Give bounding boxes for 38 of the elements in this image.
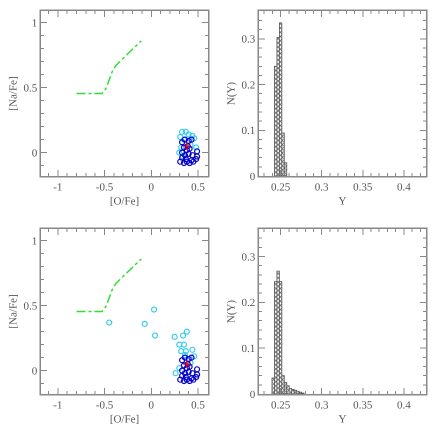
y-axis-title: [Na/Fe]: [7, 76, 20, 111]
y-tick-label: 0.3: [242, 34, 256, 46]
x-tick-label: 0.35: [353, 182, 373, 194]
x-tick-label: 0: [148, 182, 155, 194]
x-tick-label: 0.35: [353, 400, 373, 412]
y-tick-label: 0: [32, 147, 38, 160]
y-tick-label: 0.3: [242, 251, 256, 264]
x-tick-label: 0.3: [314, 400, 330, 412]
y-axis-title: N(Y): [225, 82, 238, 106]
y-tick-label: 0.5: [24, 82, 38, 94]
x-axis-title: [O/Fe]: [110, 414, 140, 426]
x-tick-label: -1: [53, 400, 62, 412]
x-axis-title: Y: [338, 414, 347, 426]
x-tick-label: 0.4: [396, 400, 412, 412]
y-tick-label: 0.1: [242, 343, 256, 356]
x-tick-label: 0.5: [191, 182, 206, 194]
y-tick-label: 0: [250, 388, 256, 401]
x-tick-label: 0.4: [396, 182, 412, 194]
x-tick-label: 0.25: [270, 182, 291, 194]
y-tick-label: 0: [250, 170, 256, 183]
y-tick-label: 0.1: [242, 125, 256, 138]
x-tick-label: -1: [53, 182, 62, 194]
x-axis-title: [O/Fe]: [110, 196, 140, 208]
y-tick-label: 0.5: [24, 300, 38, 312]
x-axis-title: Y: [338, 196, 347, 208]
x-tick-label: 0.5: [191, 400, 206, 412]
y-tick-label: 0.2: [242, 297, 256, 310]
y-axis-title: N(Y): [225, 300, 238, 324]
x-tick-label: 0.25: [270, 400, 291, 412]
y-axis-title: [Na/Fe]: [7, 294, 20, 329]
x-tick-label: 0: [148, 400, 155, 412]
y-tick-label: 1: [32, 236, 38, 248]
y-tick-label: 0.2: [242, 79, 256, 92]
x-tick-label: 0.3: [314, 182, 330, 194]
y-tick-label: 0: [32, 365, 38, 378]
y-tick-label: 1: [32, 18, 38, 30]
x-tick-label: -0.5: [96, 182, 114, 194]
x-tick-label: -0.5: [96, 400, 114, 412]
